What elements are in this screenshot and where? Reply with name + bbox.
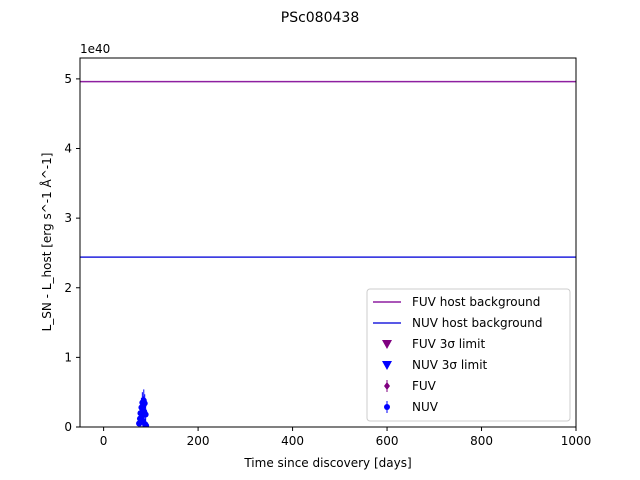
y-tick-label: 4 [64, 142, 72, 156]
y-tick-label: 0 [64, 420, 72, 434]
x-tick-label: 800 [470, 434, 493, 448]
legend-item: NUV host background [373, 316, 542, 330]
y-axis-label: L_SN - L_host [erg s^-1 Å^-1] [39, 153, 54, 332]
x-tick-label: 0 [100, 434, 108, 448]
legend-marker [384, 382, 390, 390]
data-point [141, 400, 148, 407]
legend: FUV host background NUV host background FU… [366, 288, 571, 422]
legend-label: NUV host background [412, 316, 542, 330]
y-tick-label: 5 [64, 72, 72, 86]
x-axis-label: Time since discovery [days] [243, 456, 411, 470]
legend-item: FUV 3σ limit [382, 337, 485, 351]
y-tick-label: 2 [64, 281, 72, 295]
x-tick-label: 400 [281, 434, 304, 448]
legend-item: NUV 3σ limit [382, 358, 488, 372]
legend-marker [384, 404, 390, 410]
legend-label: FUV [412, 379, 437, 393]
legend-item: FUV [384, 379, 437, 393]
x-tick-label: 200 [187, 434, 210, 448]
data-point [142, 411, 149, 418]
y-tick-label: 1 [64, 350, 72, 364]
chart-title: PSc080438 [281, 10, 359, 26]
legend-label: NUV [412, 400, 439, 414]
legend-marker [382, 361, 392, 370]
legend-box [366, 288, 571, 422]
legend-item: FUV host background [373, 295, 540, 309]
data-point [143, 422, 150, 427]
legend-label: NUV 3σ limit [412, 358, 488, 372]
plot-frame [79, 57, 577, 428]
legend-item: NUV [384, 400, 439, 414]
y-tick-label: 3 [64, 211, 72, 225]
x-tick-label: 1000 [561, 434, 592, 448]
plot-area [80, 80, 576, 427]
y-offset-text: 1e40 [80, 42, 110, 56]
y-axis: 0 1 2 3 4 5 [64, 72, 80, 434]
legend-marker [382, 340, 392, 349]
legend-label: FUV host background [412, 295, 540, 309]
x-tick-label: 600 [376, 434, 399, 448]
x-axis: 0 200 400 600 800 1000 [100, 427, 591, 448]
legend-label: FUV 3σ limit [412, 337, 485, 351]
